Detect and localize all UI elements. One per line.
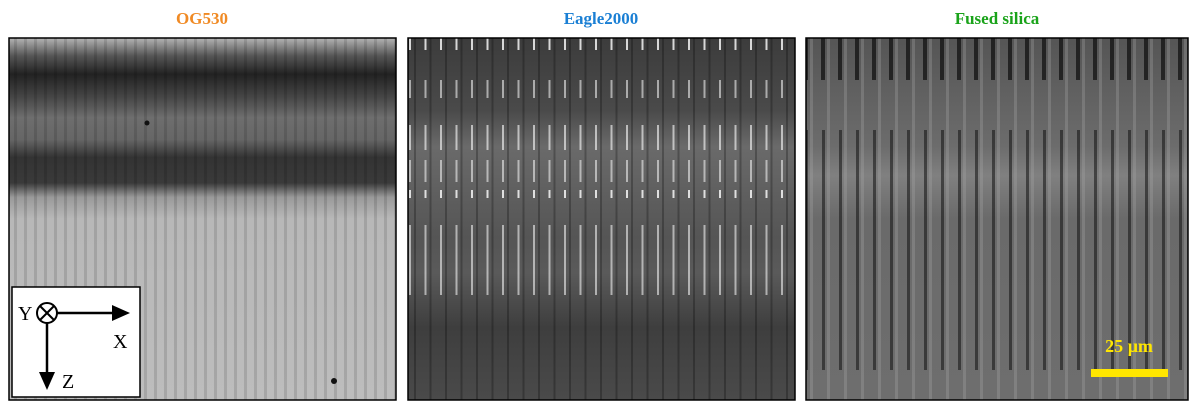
panel-title: Fused silica: [955, 9, 1040, 28]
axis-label: Y: [18, 303, 32, 325]
axis-label: X: [113, 331, 128, 353]
axes-inset: Y X Z: [12, 287, 140, 397]
axis-label: Z: [62, 371, 74, 393]
scale-label: 25 µm: [1105, 336, 1153, 356]
panel-title: OG530: [176, 9, 228, 28]
panel-title: Eagle2000: [564, 9, 639, 28]
figure: OG530 Eagle2000 Fused silica Y X Z 25 µm: [0, 0, 1191, 403]
panel-eagle2000: [408, 38, 795, 400]
